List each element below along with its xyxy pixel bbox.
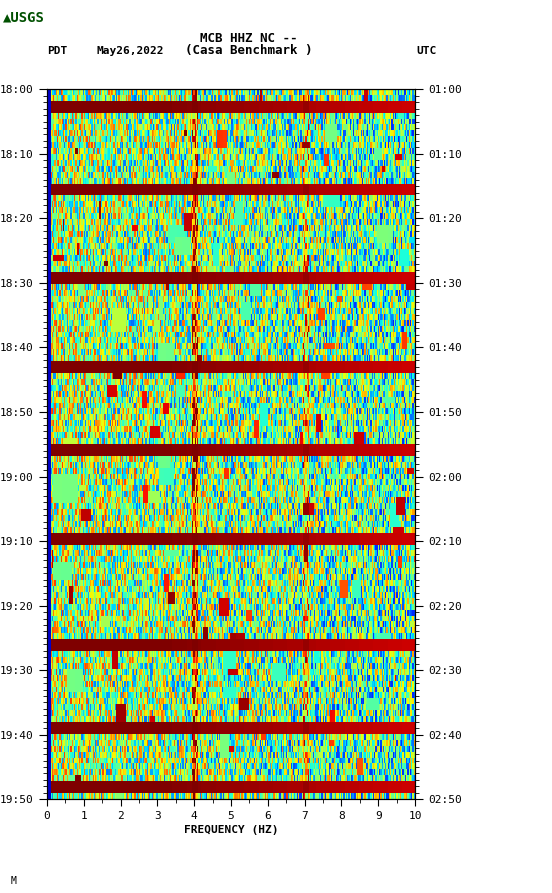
Text: (Casa Benchmark ): (Casa Benchmark ) <box>185 45 312 57</box>
Text: MCB HHZ NC --: MCB HHZ NC -- <box>200 32 297 45</box>
Text: UTC: UTC <box>417 46 437 56</box>
Text: May26,2022: May26,2022 <box>97 46 164 56</box>
Text: ▲USGS: ▲USGS <box>3 11 45 25</box>
Text: M: M <box>11 876 17 886</box>
Text: PDT: PDT <box>47 46 67 56</box>
X-axis label: FREQUENCY (HZ): FREQUENCY (HZ) <box>184 825 278 835</box>
